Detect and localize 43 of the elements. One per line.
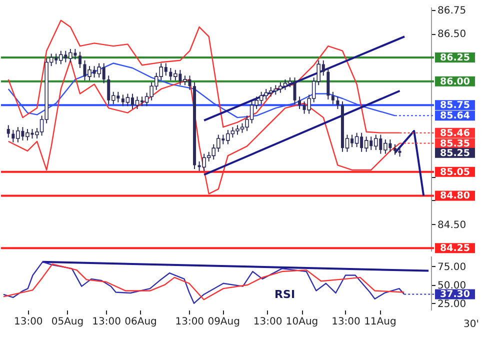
- y-tick-label: 25.00: [438, 298, 466, 310]
- data-label: 85.35: [440, 138, 470, 150]
- x-tick-label: 09Aug: [208, 316, 240, 328]
- candlestick: [298, 96, 302, 110]
- annotation: RSI: [274, 288, 296, 301]
- candlestick: [126, 93, 130, 107]
- x-tick-label: 11Aug: [364, 316, 396, 328]
- candlestick: [58, 50, 63, 65]
- x-tick-label: 13:00: [332, 316, 360, 328]
- candlestick: [326, 68, 330, 100]
- candlestick: [398, 146, 402, 158]
- ref-line-label: 85.75: [440, 100, 470, 112]
- candlestick: [354, 132, 359, 148]
- x-tick-label: 06Aug: [124, 316, 157, 328]
- ref-line-label: 84.25: [440, 243, 470, 254]
- candlestick: [135, 96, 140, 110]
- y-tick-label: 75.00: [438, 262, 466, 273]
- text: 30': [464, 319, 479, 330]
- x-tick-label: 13:00: [253, 316, 282, 328]
- y-tick-label: 86.50: [438, 29, 466, 40]
- candlestick: [364, 136, 368, 152]
- x-tick-label: 13:00: [14, 316, 43, 328]
- candlestick: [336, 96, 340, 110]
- data-label: 37.30: [440, 289, 470, 300]
- candlestick: [393, 144, 396, 156]
- data-label: 85.46: [440, 128, 470, 139]
- x-tick-label: 13:00: [92, 316, 121, 328]
- ref-line-label: 84.80: [440, 190, 470, 202]
- candlestick: [374, 134, 378, 150]
- y-tick-label: 50.00: [438, 280, 466, 292]
- x-tick-label: 13:00: [175, 316, 204, 328]
- x-tick-label: 05Aug: [51, 316, 84, 328]
- ref-line-label: 85.05: [440, 166, 470, 178]
- candlestick: [78, 51, 82, 68]
- data-label: 85.64: [440, 110, 470, 122]
- x-tick-label: 10Aug: [286, 316, 318, 328]
- text: 85.25: [440, 148, 470, 159]
- ref-line-label: 86.25: [440, 52, 470, 64]
- y-tick-label: 86.75: [438, 5, 466, 16]
- candlestick: [331, 91, 334, 105]
- y-tick-label: 84.50: [438, 220, 466, 231]
- candlestick: [6, 124, 10, 138]
- ref-line-label: 86.00: [440, 76, 470, 88]
